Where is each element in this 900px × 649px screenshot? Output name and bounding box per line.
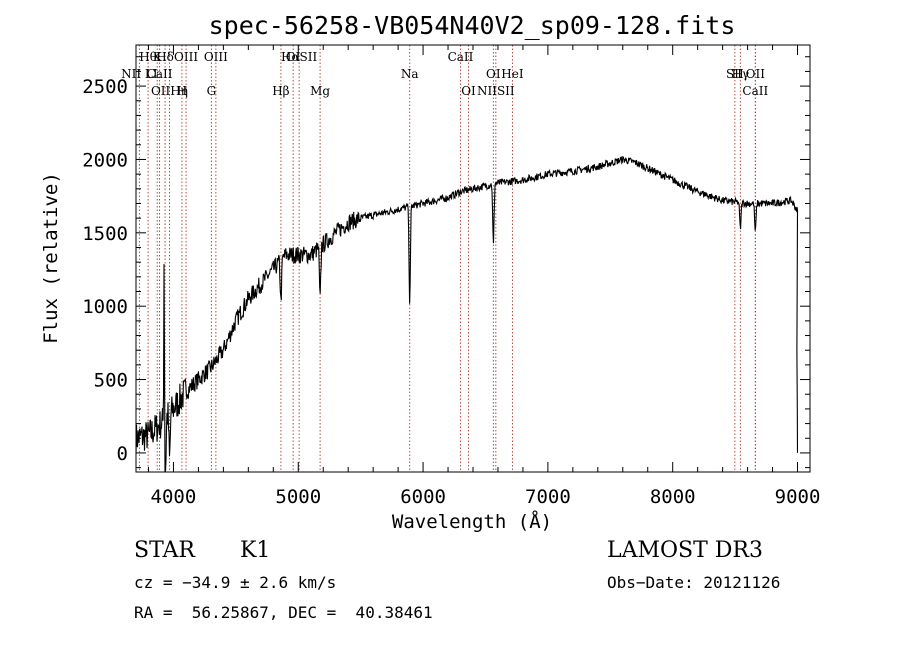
x-axis-label: Wavelength (Å) (392, 510, 552, 533)
spectral-line-label: OIII (174, 50, 198, 64)
spectral-line-label: OIII (204, 50, 228, 64)
spectral-line-label: G (207, 84, 217, 98)
spectral-line-label: Mg (310, 84, 330, 98)
x-tick-label: 5000 (275, 486, 321, 508)
spectral-line-label: CaII (147, 67, 173, 81)
spectral-lines-layer (138, 45, 756, 472)
x-tick-label: 9000 (775, 486, 821, 508)
spectral-line-label: Hδ (156, 50, 174, 64)
chart-title: spec-56258-VB054N40V2_sp09-128.fits (209, 11, 736, 40)
spectral-line-label: HeI (501, 67, 524, 81)
x-tick-label: 6000 (400, 486, 446, 508)
y-axis-label: Flux (relative) (40, 172, 62, 344)
spectral-line-label: OI (286, 50, 301, 64)
y-tick-label: 500 (94, 370, 128, 392)
spectral-line-label: CaII (448, 50, 474, 64)
y-tick-label: 0 (117, 443, 128, 465)
object-class: STAR (134, 538, 195, 563)
spectrum-line (135, 155, 799, 472)
spectral-line-label: OII (746, 67, 766, 81)
obs-date-text: Obs−Date: 20121126 (607, 573, 781, 592)
spectral-line-label: NIISII (477, 84, 515, 98)
spectral-line-label: Hβ (272, 84, 289, 98)
spectral-line-label: OIIHη (151, 84, 188, 98)
x-tick-label: 8000 (650, 486, 696, 508)
survey-name: LAMOST DR3 (607, 538, 763, 563)
x-axis-ticks: 4000 5000 6000 7000 8000 9000 (147, 45, 821, 508)
object-subclass: K1 (240, 538, 271, 563)
spectral-line-label: OI (461, 84, 476, 98)
spectral-line-label: Hγ (732, 67, 750, 81)
spectral-line-label: OI (486, 67, 501, 81)
plot-frame (135, 44, 811, 473)
x-tick-label: 7000 (525, 486, 571, 508)
redshift-text: cz = −34.9 ± 2.6 km/s (134, 573, 337, 592)
y-tick-label: 1500 (82, 223, 128, 245)
y-tick-label: 1000 (82, 296, 128, 318)
y-tick-label: 2500 (82, 76, 128, 98)
y-axis-ticks: 0 500 1000 1500 2000 2500 (82, 56, 810, 469)
spectral-line-label: K (153, 50, 163, 64)
x-tick-label: 4000 (151, 486, 197, 508)
spectral-line-label: HαSII (281, 50, 318, 64)
spectrum-chart: spec-56258-VB054N40V2_sp09-128.fits HθKH… (40, 11, 821, 533)
coordinates-text: RA = 56.25867, DEC = 40.38461 (134, 603, 433, 622)
spectral-line-label: SII (726, 67, 744, 81)
y-tick-label: 2000 (82, 149, 128, 171)
spectral-line-label: Na (401, 67, 419, 81)
spectral-line-label: NII LI (121, 67, 158, 81)
spectral-line-label: Hθ (139, 50, 157, 64)
spectral-line-label: CaII (742, 84, 768, 98)
spectral-line-label: H (177, 84, 187, 98)
